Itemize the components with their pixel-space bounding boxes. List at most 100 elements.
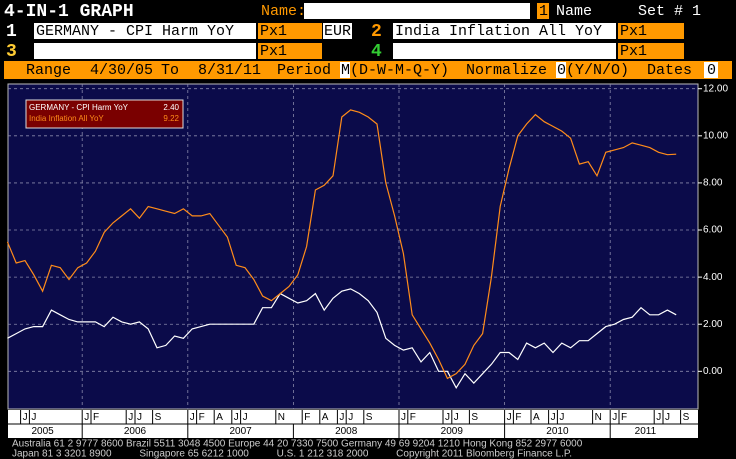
field-box[interactable] bbox=[258, 43, 322, 59]
currency: EUR bbox=[324, 23, 351, 40]
field-name: Px1 bbox=[260, 23, 287, 40]
slot-number: 1 bbox=[539, 3, 548, 20]
x-tick-label: J bbox=[401, 412, 406, 423]
field-name: Px1 bbox=[260, 43, 287, 60]
slot-box[interactable] bbox=[537, 3, 549, 19]
x-tick-label: J bbox=[234, 412, 239, 423]
field-box[interactable] bbox=[258, 23, 322, 39]
x-tick-label: J bbox=[454, 412, 459, 423]
year-label: 2006 bbox=[124, 426, 147, 437]
x-tick-label: S bbox=[471, 412, 478, 423]
security-input[interactable] bbox=[34, 23, 256, 39]
x-tick-label: J bbox=[665, 412, 670, 423]
x-tick-label: F bbox=[199, 412, 205, 423]
x-tick-label: N bbox=[595, 412, 602, 423]
y-tick-label: 6.00 bbox=[703, 225, 723, 236]
range-end[interactable]: 8/31/11 bbox=[198, 62, 261, 79]
field-box[interactable] bbox=[618, 43, 684, 59]
normalize-value: 0 bbox=[557, 62, 566, 79]
x-tick-label: A bbox=[322, 412, 329, 423]
security-name: India Inflation All YoY bbox=[395, 23, 602, 40]
options-bar bbox=[4, 61, 732, 79]
security-input[interactable] bbox=[393, 43, 616, 59]
period-value: M bbox=[341, 62, 350, 79]
x-tick-label: J bbox=[348, 412, 353, 423]
year-label: 2008 bbox=[335, 426, 358, 437]
dates-input[interactable] bbox=[704, 62, 718, 78]
x-tick-label: F bbox=[621, 412, 627, 423]
y-tick-label: 8.00 bbox=[703, 178, 723, 189]
legend-label: GERMANY - CPI Harm YoY bbox=[29, 103, 129, 112]
period-label: Period bbox=[277, 62, 331, 79]
x-tick-label: J bbox=[339, 412, 344, 423]
x-tick-label: S bbox=[366, 412, 373, 423]
year-label: 2011 bbox=[635, 426, 657, 437]
x-tick-label: F bbox=[410, 412, 416, 423]
field-name: Px1 bbox=[620, 43, 647, 60]
y-tick-label: 2.00 bbox=[703, 319, 723, 330]
normalize-input[interactable] bbox=[556, 62, 566, 78]
normalize-label: Normalize bbox=[466, 62, 547, 79]
legend-value: 9.22 bbox=[163, 114, 179, 123]
y-tick-label: 12.00 bbox=[703, 83, 728, 94]
x-tick-label: J bbox=[23, 412, 28, 423]
y-tick-label: 10.00 bbox=[703, 130, 728, 141]
to-label: To bbox=[161, 62, 179, 79]
x-tick-label: J bbox=[551, 412, 556, 423]
security-number: 2 bbox=[371, 22, 382, 42]
x-tick-label: J bbox=[243, 412, 248, 423]
x-tick-label: J bbox=[190, 412, 195, 423]
security-name: GERMANY - CPI Harm YoY bbox=[36, 23, 234, 40]
x-tick-label: A bbox=[533, 412, 540, 423]
x-tick-label: J bbox=[559, 412, 564, 423]
footer-line: Australia 61 2 9777 8600 Brazil 5511 304… bbox=[12, 439, 583, 450]
legend-label: India Inflation All YoY bbox=[29, 114, 104, 123]
year-label: 2005 bbox=[31, 426, 54, 437]
x-tick-label: F bbox=[304, 412, 310, 423]
period-options: (D-W-M-Q-Y) bbox=[350, 62, 449, 79]
screen-title: 4-IN-1 GRAPH bbox=[4, 2, 134, 22]
x-tick-label: F bbox=[515, 412, 521, 423]
range-label: Range bbox=[26, 62, 71, 79]
field-box[interactable] bbox=[618, 23, 684, 39]
x-tick-label: J bbox=[445, 412, 450, 423]
security-input[interactable] bbox=[393, 23, 616, 39]
x-tick-label: J bbox=[84, 412, 89, 423]
legend bbox=[25, 99, 184, 129]
security-number: 3 bbox=[6, 42, 17, 62]
dates-value: 0 bbox=[707, 62, 716, 79]
x-tick-label: A bbox=[216, 412, 223, 423]
y-tick-label: 4.00 bbox=[703, 272, 723, 283]
currency-box[interactable] bbox=[323, 23, 352, 39]
security-input[interactable] bbox=[34, 43, 256, 59]
x-tick-label: J bbox=[137, 412, 142, 423]
name-label: Name: bbox=[261, 3, 306, 20]
x-tick-label: S bbox=[155, 412, 162, 423]
year-label: 2009 bbox=[441, 426, 464, 437]
range-start[interactable]: 4/30/05 bbox=[90, 62, 153, 79]
name-input[interactable] bbox=[304, 3, 530, 19]
legend-value: 2.40 bbox=[163, 103, 179, 112]
security-number: 1 bbox=[6, 22, 17, 42]
x-tick-label: J bbox=[612, 412, 617, 423]
period-input[interactable] bbox=[340, 62, 350, 78]
security-number: 4 bbox=[371, 42, 382, 62]
year-label: 2010 bbox=[546, 426, 569, 437]
x-tick-label: F bbox=[93, 412, 99, 423]
series-line bbox=[6, 109, 677, 380]
x-tick-label: J bbox=[656, 412, 661, 423]
field-name: Px1 bbox=[620, 23, 647, 40]
plot-area bbox=[7, 83, 699, 410]
year-label: 2007 bbox=[229, 426, 252, 437]
series-line bbox=[7, 288, 677, 389]
x-tick-label: S bbox=[683, 412, 690, 423]
set-label: Set # 1 bbox=[638, 3, 701, 20]
x-tick-label: J bbox=[507, 412, 512, 423]
x-tick-label: N bbox=[278, 412, 285, 423]
slot-name: Name bbox=[556, 3, 592, 20]
dates-label: Dates bbox=[647, 62, 692, 79]
x-tick-label: J bbox=[31, 412, 36, 423]
normalize-options: (Y/N/O) bbox=[566, 62, 629, 79]
